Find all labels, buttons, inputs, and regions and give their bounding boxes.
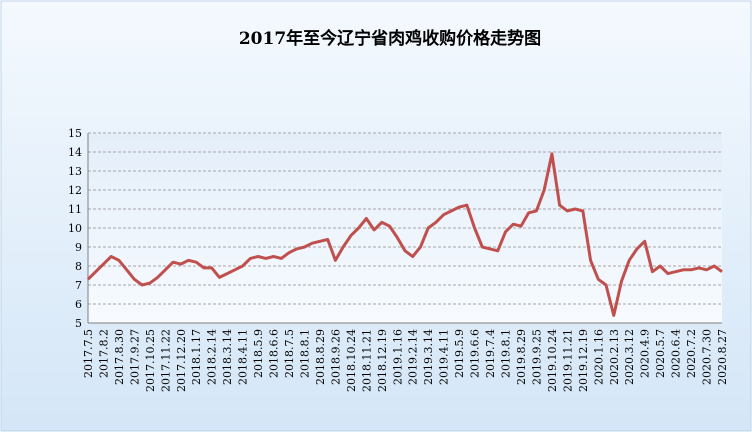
x-tick-label: 2019.12.19 <box>577 329 590 392</box>
x-tick-label: 2019.1.16 <box>391 329 404 385</box>
line <box>86 152 723 317</box>
x-tick-label: 2020.7.30 <box>701 329 714 385</box>
x-tick-label: 2019.6.6 <box>469 329 482 378</box>
chart-title: 2017年至今辽宁省肉鸡收购价格走势图 <box>239 28 541 49</box>
x-tick-label: 2018.4.11 <box>237 329 250 385</box>
y-tick-label: 15 <box>68 127 82 140</box>
y-tick-label: 8 <box>75 260 82 273</box>
y-tick-label: 14 <box>68 146 82 159</box>
x-tick-label: 2020.4.9 <box>639 329 652 378</box>
x-tick-label: 2019.7.4 <box>484 329 497 378</box>
x-tick-label: 2020.2.13 <box>608 329 621 385</box>
x-tick-label: 2020.5.7 <box>654 329 667 378</box>
x-tick-label: 2018.11.21 <box>360 329 373 392</box>
y-tick-label: 5 <box>75 317 82 330</box>
x-tick-label: 2017.10.25 <box>144 329 157 392</box>
x-tick-label: 2018.3.14 <box>221 329 234 385</box>
x-tick-label: 2018.8.29 <box>314 329 327 385</box>
x-tick-label: 2018.7.5 <box>283 329 296 378</box>
x-tick-label: 2017.12.20 <box>175 329 188 392</box>
y-tick-label: 7 <box>75 279 82 292</box>
x-tick-label: 2020.7.2 <box>685 329 698 378</box>
x-tick-label: 2017.8.30 <box>113 329 126 385</box>
x-tick-label: 2019.9.25 <box>530 329 543 385</box>
x-tick-label: 2018.6.6 <box>268 329 281 378</box>
x-tick-label: 2019.2.14 <box>407 329 420 385</box>
x-tick-label: 2017.9.27 <box>128 329 141 385</box>
x-tick-label: 2019.8.1 <box>500 329 513 378</box>
x-tick-label: 2017.11.22 <box>159 329 172 392</box>
x-tick-label: 2019.10.24 <box>546 329 559 392</box>
x-tick-label: 2020.1.16 <box>592 329 605 385</box>
x-tick-label: 2018.9.26 <box>329 329 342 385</box>
x-tick-label: 2018.2.14 <box>206 329 219 385</box>
y-tick-label: 9 <box>75 241 82 254</box>
x-tick-label: 2017.8.2 <box>97 329 110 378</box>
x-tick-label: 2017.7.5 <box>82 329 95 378</box>
x-tick-label: 2019.8.29 <box>515 329 528 385</box>
x-tick-label: 2020.6.4 <box>670 329 683 378</box>
x-tick-label: 2018.10.24 <box>345 329 358 392</box>
y-tick-label: 11 <box>68 203 82 216</box>
x-tick-label: 2018.5.9 <box>252 329 265 378</box>
x-tick-label: 2018.12.19 <box>376 329 389 392</box>
y-tick-label: 12 <box>68 184 82 197</box>
x-tick-label: 2019.3.14 <box>422 329 435 385</box>
x-tick-label: 2020.3.12 <box>623 329 636 385</box>
x-tick-label: 2019.4.11 <box>438 329 451 385</box>
x-tick-label: 2019.5.9 <box>453 329 466 378</box>
x-tick-label: 2020.8.27 <box>716 329 729 385</box>
x-tick-label: 2018.8.1 <box>298 329 311 378</box>
x-tick-label: 2019.11.21 <box>561 329 574 392</box>
x-tick-label: 2018.1.17 <box>190 329 203 385</box>
y-tick-label: 6 <box>75 298 82 311</box>
y-tick-label: 13 <box>68 165 82 178</box>
y-tick-label: 10 <box>68 222 82 235</box>
